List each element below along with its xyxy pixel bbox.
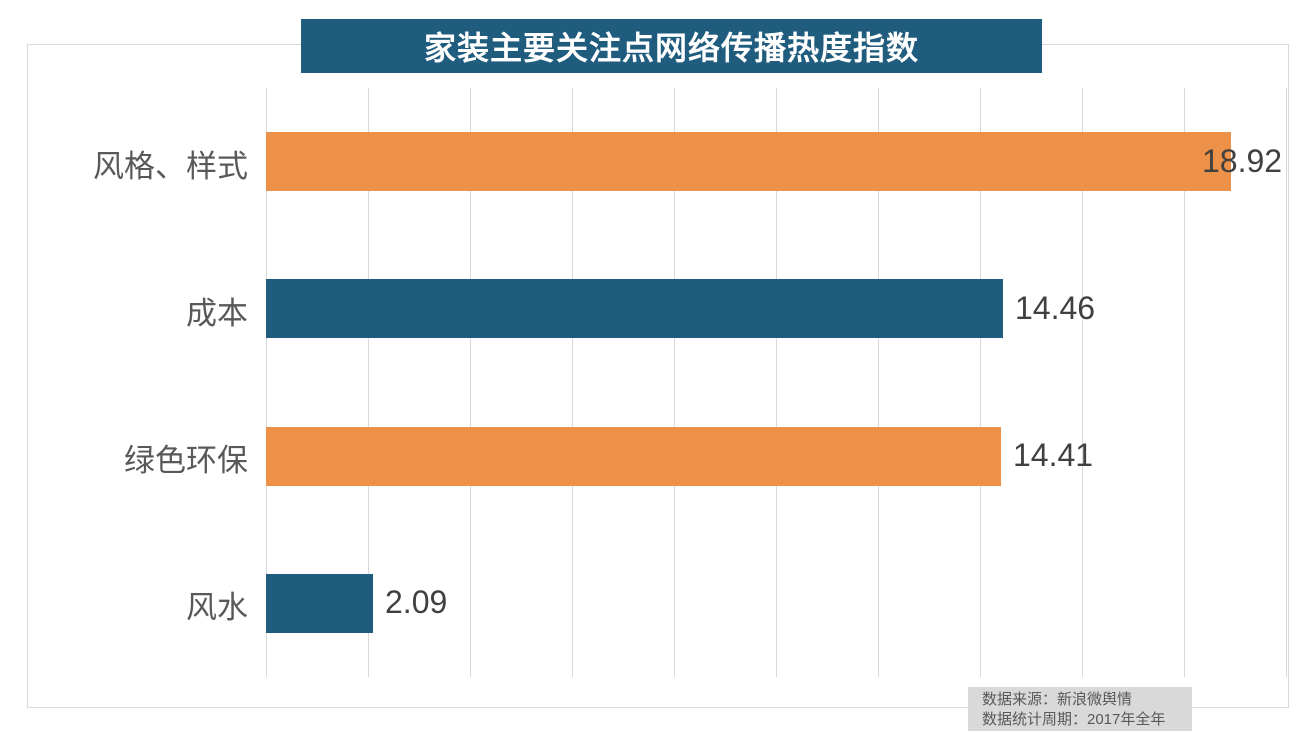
gridline-x-6 xyxy=(572,88,573,677)
gridline-x-10 xyxy=(776,88,777,677)
bar-风格、样式 xyxy=(266,132,1231,191)
gridline-x-2 xyxy=(368,88,369,677)
gridline-x-0 xyxy=(266,88,267,677)
source-note-line1: 数据来源：新浪微舆情 xyxy=(982,691,1133,708)
source-note-line2: 数据统计周期：2017年全年 xyxy=(982,711,1166,728)
gridline-x-8 xyxy=(674,88,675,677)
category-label: 绿色环保 xyxy=(124,443,248,478)
category-label: 成本 xyxy=(186,296,248,331)
gridline-x-16 xyxy=(1082,88,1083,677)
value-label: 18.92 xyxy=(1202,143,1283,179)
gridline-x-4 xyxy=(470,88,471,677)
bar-成本 xyxy=(266,279,1003,338)
category-label: 风格、样式 xyxy=(93,149,248,184)
value-label: 14.41 xyxy=(1013,437,1094,473)
gridline-x-14 xyxy=(980,88,981,677)
chart-title: 家装主要关注点网络传播热度指数 xyxy=(423,30,919,66)
source-note: 数据来源：新浪微舆情 数据统计周期：2017年全年 xyxy=(968,687,1192,731)
plot-area: 风格、样式 18.92 成本 14.46 绿色环保 14.41 风水 2.09 xyxy=(93,88,1287,677)
bar-风水 xyxy=(266,574,373,633)
category-label: 风水 xyxy=(186,590,248,625)
bar-绿色环保 xyxy=(266,427,1001,486)
value-label: 2.09 xyxy=(385,584,448,620)
gridline-x-18 xyxy=(1184,88,1185,677)
gridline-x-12 xyxy=(878,88,879,677)
value-label: 14.46 xyxy=(1015,290,1096,326)
gridline-x-20 xyxy=(1286,88,1287,677)
chart-title-banner: 家装主要关注点网络传播热度指数 xyxy=(301,19,1042,73)
